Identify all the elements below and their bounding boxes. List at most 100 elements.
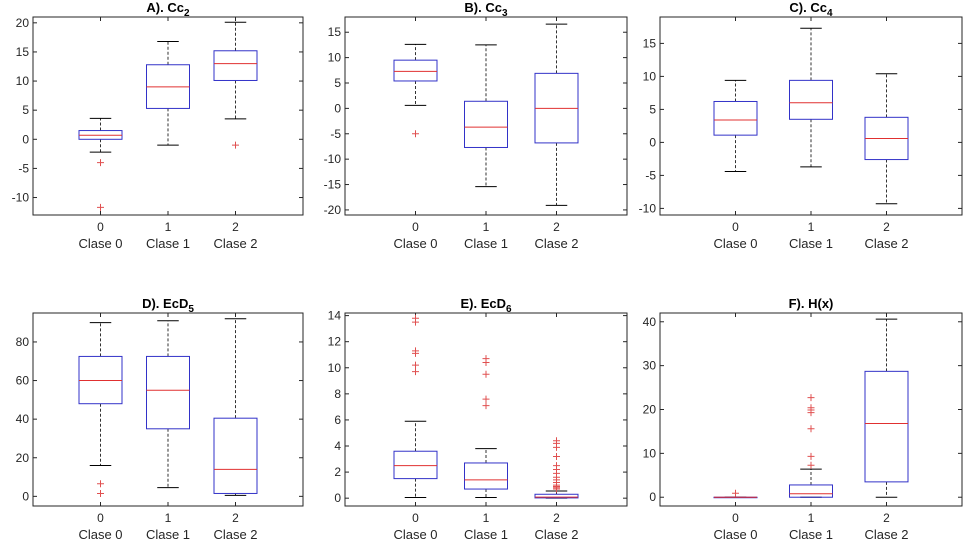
- panel-e-class-label: Clase 2: [534, 527, 578, 542]
- panel-c-xtick-label: 0: [732, 220, 739, 234]
- panel-c-class-label: Clase 2: [864, 236, 908, 251]
- panel-e-title: E). EcD6: [460, 296, 512, 315]
- panel-b-ytick-label: 10: [328, 51, 342, 65]
- panel-f-ytick-label: 30: [643, 359, 657, 373]
- panel-e-outlier-marker: [482, 370, 490, 378]
- panel-a-outlier-marker: [97, 203, 104, 211]
- panel-b-class-label: Clase 1: [464, 236, 508, 251]
- panel-a-outlier-marker: [97, 159, 104, 167]
- panel-f-outlier-marker: [807, 461, 815, 469]
- panel-c-title: C). Cc4: [789, 0, 833, 19]
- panel-d-title: D). EcD5: [142, 296, 194, 315]
- panel-e-iqr-box: [393, 450, 438, 480]
- panel-e-outlier-marker: [482, 355, 490, 363]
- panel-b-iqr-box: [393, 59, 438, 82]
- panel-e-title-main: EcD: [481, 296, 506, 311]
- panel-f-xtick-label: 0: [732, 511, 739, 525]
- panel-f-iqr-box: [789, 484, 833, 498]
- panel-a-title-main: Cc: [167, 0, 184, 15]
- panel-d-outlier-marker: [97, 480, 104, 488]
- panel-f-outlier-marker: [807, 452, 815, 460]
- panel-e-title-subscript: 6: [506, 304, 512, 315]
- panel-b-ytick-label: -15: [324, 178, 342, 192]
- panel-f-class-label: Clase 1: [789, 527, 833, 542]
- panel-e-class-label: Clase 1: [464, 527, 508, 542]
- panel-b-title: B). Cc3: [464, 0, 508, 19]
- panel-c-title-subscript: 4: [827, 8, 833, 19]
- panel-e-xtick-label: 2: [553, 511, 560, 525]
- panel-a-box-2: [213, 21, 258, 149]
- panel-d-ytick-label: 0: [22, 489, 29, 503]
- panel-d-ytick-label: 60: [16, 374, 30, 388]
- panel-d-title-prefix: D).: [142, 296, 163, 311]
- panel-f-outlier-marker: [807, 394, 815, 402]
- panel-e-outlier-marker: [553, 452, 560, 460]
- panel-e-xtick-label: 0: [412, 511, 419, 525]
- panel-f-title-prefix: F).: [789, 296, 809, 311]
- panel-e-iqr-box: [534, 493, 579, 499]
- panel-f: F). H(x) 0 10 20 30 40 0 Clase 0 1 Clase 1 2 Clase …: [643, 296, 963, 542]
- panel-f-ytick-label: 0: [649, 490, 656, 504]
- panel-c-iqr-box: [789, 79, 833, 120]
- panel-c-axes-frame: [659, 16, 963, 216]
- panel-e-class-label: Clase 0: [393, 527, 437, 542]
- panel-a-ytick-label: 5: [22, 103, 29, 117]
- panel-e-outlier-marker: [412, 347, 419, 355]
- panel-a-class-label: Clase 2: [213, 236, 257, 251]
- panel-b-class-label: Clase 0: [393, 236, 437, 251]
- panel-a-iqr-box: [213, 50, 258, 81]
- panel-b-box-0: [393, 43, 438, 138]
- panel-b-title-subscript: 3: [502, 8, 508, 19]
- panel-a-ytick-label: -10: [12, 191, 30, 205]
- panel-d-xtick-label: 0: [97, 511, 104, 525]
- panel-f-class-label: Clase 2: [864, 527, 908, 542]
- panel-d-class-label: Clase 0: [78, 527, 122, 542]
- panel-e-ytick-label: 0: [334, 491, 341, 505]
- panel-c-box-2: [864, 73, 909, 205]
- panel-b-outlier-marker: [412, 130, 419, 138]
- panel-a-ytick-label: 20: [16, 16, 30, 30]
- panel-f-ytick-label: 20: [643, 403, 657, 417]
- panel-f-iqr-box: [864, 370, 909, 483]
- panel-c-xtick-label: 1: [808, 220, 815, 234]
- panel-c-class-label: Clase 0: [713, 236, 757, 251]
- panel-e-outlier-marker: [482, 402, 490, 410]
- panel-d-xtick-label: 1: [165, 511, 172, 525]
- panel-f-outlier-marker: [732, 489, 739, 497]
- panel-c-ytick-label: 10: [643, 69, 657, 83]
- panel-b-title-main: Cc: [485, 0, 502, 15]
- panel-d-class-label: Clase 1: [146, 527, 190, 542]
- panel-e-iqr-box: [464, 462, 508, 490]
- panel-e-axes-frame: [344, 312, 628, 507]
- panel-e-title-prefix: E).: [460, 296, 480, 311]
- panel-f-outlier-marker: [807, 425, 815, 433]
- panel-b-xtick-label: 2: [553, 220, 560, 234]
- panel-a-class-label: Clase 0: [78, 236, 122, 251]
- panel-c: C). Cc4 -10 -5 0 5 10 15 0 Clase 0 1 Clase 1 2 Clase…: [639, 0, 963, 251]
- panel-a-box-1: [146, 40, 190, 146]
- panel-c-ytick-label: -10: [639, 201, 657, 215]
- panel-b-xtick-label: 1: [483, 220, 490, 234]
- panel-e-outlier-marker: [412, 368, 419, 376]
- panel-d: D). EcD5 0 20 40 60 80 0 Clase 0 1 Clase 1 2 Clase …: [16, 296, 304, 542]
- panel-e-ytick-label: 6: [334, 413, 341, 427]
- panel-e-outlier-marker: [553, 437, 560, 445]
- panel-c-box-0: [713, 79, 758, 172]
- panel-b-box-2: [534, 23, 579, 206]
- panel-d-box-2: [213, 318, 258, 496]
- panel-e-xtick-label: 1: [483, 511, 490, 525]
- panel-f-ytick-label: 40: [643, 315, 657, 329]
- panel-b-ytick-label: -5: [330, 127, 341, 141]
- panel-d-ytick-label: 20: [16, 451, 30, 465]
- panel-a-ytick-label: -5: [18, 161, 29, 175]
- panel-a-ytick-label: 10: [16, 74, 30, 88]
- panel-f-title: F). H(x): [789, 296, 834, 311]
- panel-e-box-0: [393, 314, 438, 499]
- panel-f-axes-frame: [659, 312, 963, 507]
- panel-b-ytick-label: -20: [324, 203, 342, 217]
- panel-c-ytick-label: 5: [649, 102, 656, 116]
- panel-e-outlier-marker: [482, 395, 490, 403]
- panel-d-iqr-box: [213, 417, 258, 494]
